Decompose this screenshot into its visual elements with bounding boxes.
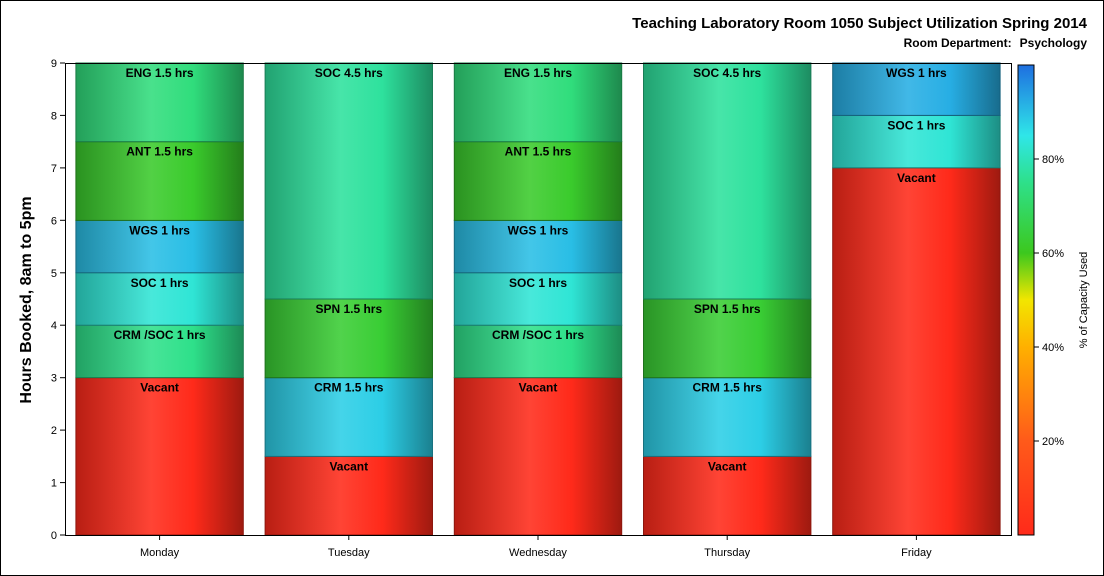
x-tick-label: Friday: [901, 547, 932, 559]
y-tick-label: 3: [51, 373, 57, 385]
segment-label: SOC 1 hrs: [509, 276, 567, 290]
colorbar-tick-label: 20%: [1042, 436, 1064, 448]
segment-label: SOC 4.5 hrs: [315, 66, 383, 80]
x-tick-label: Monday: [140, 547, 180, 559]
bar-segment: [75, 62, 244, 143]
segment-label: ENG 1.5 hrs: [126, 66, 194, 80]
bar-segment: [75, 324, 244, 379]
segment-label: Vacant: [708, 459, 747, 473]
x-tick-label: Tuesday: [328, 547, 370, 559]
segment-label: CRM 1.5 hrs: [314, 381, 384, 395]
bars-layer: [75, 62, 1001, 536]
segment-label: ENG 1.5 hrs: [504, 66, 572, 80]
colorbar-tick-label: 40%: [1042, 342, 1064, 354]
bar-segment: [264, 62, 433, 300]
x-tick-label: Thursday: [704, 547, 750, 559]
y-tick-label: 2: [51, 425, 57, 437]
bar-segment: [643, 377, 812, 457]
y-tick-label: 4: [51, 320, 57, 332]
chart-title: Teaching Laboratory Room 1050 Subject Ut…: [632, 15, 1087, 32]
colorbar-legend: 20% 40% 60% 80% % of Capacity Used: [1017, 64, 1090, 536]
segment-label: WGS 1 hrs: [129, 223, 190, 237]
y-tick-label: 8: [51, 110, 57, 122]
subtitle-label: Room Department:: [904, 36, 1012, 50]
colorbar-scale: [1017, 64, 1035, 536]
y-tick-label: 6: [51, 215, 57, 227]
segment-label: Vacant: [897, 171, 936, 185]
bar-segment: [264, 377, 433, 457]
segment-label: Vacant: [519, 381, 558, 395]
segment-label: CRM /SOC 1 hrs: [114, 328, 206, 342]
segment-label: CRM 1.5 hrs: [693, 381, 763, 395]
segment-label: WGS 1 hrs: [508, 223, 569, 237]
y-tick-label: 0: [51, 530, 57, 542]
segment-label: SOC 1 hrs: [131, 276, 189, 290]
segment-label: ANT 1.5 hrs: [126, 145, 193, 159]
bar-segment: [832, 114, 1001, 169]
chart-subtitle: Room Department: Psychology: [904, 36, 1088, 50]
bar-segment: [643, 455, 812, 536]
segment-label: SPN 1.5 hrs: [694, 302, 761, 316]
y-tick-label: 9: [51, 58, 57, 70]
bar-segment: [453, 324, 623, 379]
y-tick-label: 7: [51, 163, 57, 175]
segment-label: Vacant: [329, 459, 368, 473]
subtitle-value: Psychology: [1020, 36, 1088, 50]
bar-segment: [75, 377, 244, 536]
y-tick-label: 5: [51, 268, 57, 280]
bar-segment: [453, 377, 623, 536]
bar-segment: [75, 141, 244, 221]
y-axis-label: Hours Booked, 8am to 5pm: [18, 196, 35, 403]
x-tick-label: Wednesday: [509, 547, 567, 559]
bar-segment: [264, 298, 433, 379]
bar-segment: [643, 298, 812, 379]
x-axis: Monday Tuesday Wednesday Thursday Friday: [140, 535, 932, 559]
colorbar-tick-label: 60%: [1042, 248, 1064, 260]
colorbar-tick-label: 80%: [1042, 154, 1064, 166]
segment-label: SPN 1.5 hrs: [315, 302, 382, 316]
segment-label: Vacant: [140, 381, 179, 395]
segment-label: ANT 1.5 hrs: [505, 145, 572, 159]
bar-segment: [453, 272, 623, 326]
y-axis: 0 1 2 3 4 5 6 7 8 9: [51, 58, 65, 542]
bar-segment: [832, 62, 1001, 116]
bar-segment: [453, 219, 623, 274]
bar-segment: [832, 167, 1001, 536]
segment-label: CRM /SOC 1 hrs: [492, 328, 584, 342]
colorbar-title: % of Capacity Used: [1078, 252, 1090, 349]
bar-segment: [75, 219, 244, 274]
segment-label: SOC 4.5 hrs: [693, 66, 761, 80]
segment-labels-layer: Vacant CRM /SOC 1 hrs SOC 1 hrs WGS 1 hrs AN…: [114, 66, 947, 473]
y-tick-label: 1: [51, 478, 57, 490]
bar-segment: [453, 141, 623, 221]
segment-label: SOC 1 hrs: [887, 118, 945, 132]
segment-label: WGS 1 hrs: [886, 66, 947, 80]
bar-segment: [643, 62, 812, 300]
